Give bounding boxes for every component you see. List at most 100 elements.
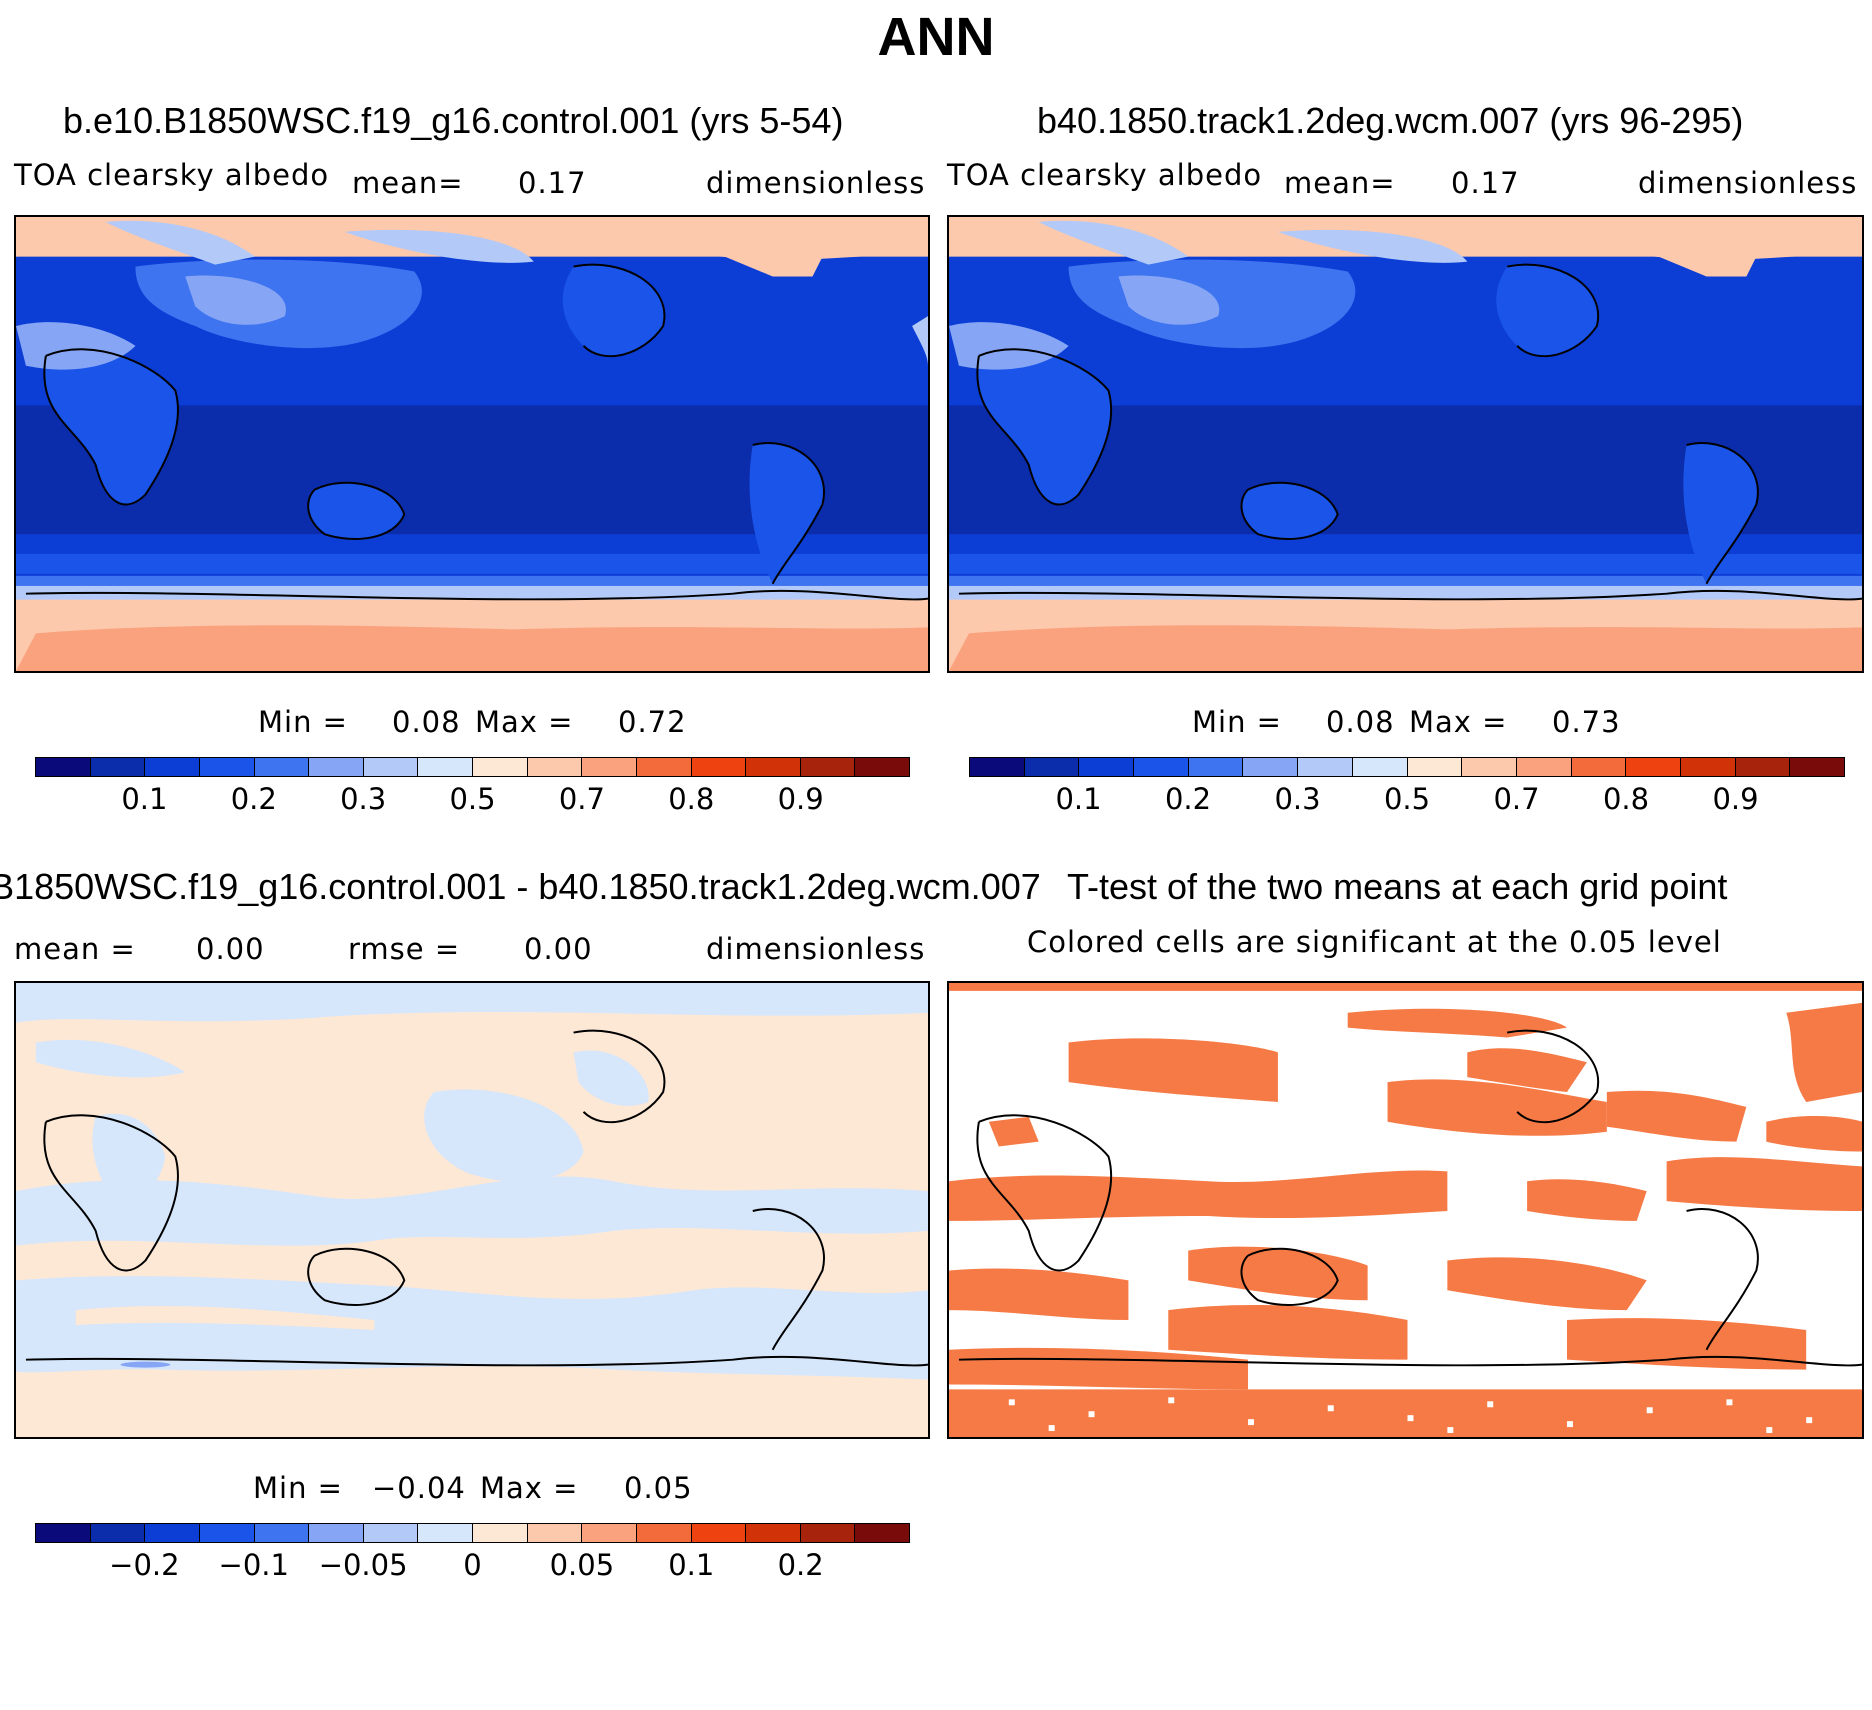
panel-tr-case-title: b40.1850.track1.2deg.wcm.007 (yrs 96-295… [1037, 100, 1744, 141]
colorbar-swatch [36, 758, 91, 776]
colorbar-swatch [691, 758, 747, 776]
colorbar-swatch [1571, 758, 1627, 776]
colorbar-swatch [527, 758, 583, 776]
panel-tl-min-label: Min = [258, 705, 348, 739]
albedo-map-tl [16, 217, 928, 671]
colorbar-tl-labels: 0.1 0.2 0.3 0.5 0.7 0.8 0.9 [35, 782, 910, 818]
colorbar-swatch [970, 758, 1025, 776]
colorbar-swatch [636, 758, 692, 776]
colorbar-swatch [800, 758, 856, 776]
colorbar-tick-label: 0.9 [777, 782, 824, 816]
panel-tl-variable: TOA clearsky albedo [14, 158, 330, 192]
colorbar-tick-label: −0.05 [318, 1548, 408, 1582]
panel-tl-case-title: b.e10.B1850WSC.f19_g16.control.001 (yrs … [63, 100, 844, 141]
panel-bl-map [14, 981, 930, 1439]
colorbar-tick-label: 0.8 [668, 782, 715, 816]
colorbar-bl-labels: −0.2 −0.1 −0.05 0 0.05 0.1 0.2 [35, 1548, 910, 1584]
colorbar-tick-label: 0.8 [1602, 782, 1650, 816]
colorbar-swatch [1735, 758, 1791, 776]
difference-map [16, 983, 928, 1437]
colorbar-swatch [199, 1524, 255, 1542]
colorbar-swatch [691, 1524, 747, 1542]
colorbar-swatch [309, 1524, 364, 1542]
panel-br-subtitle: Colored cells are significant at the 0.0… [1027, 925, 1722, 959]
colorbar-swatch [473, 758, 528, 776]
panel-bl-max-value: 0.05 [624, 1471, 693, 1505]
panel-tl-min-value: 0.08 [392, 705, 461, 739]
panel-tl-units: dimensionless [706, 166, 926, 200]
colorbar-swatch [746, 1524, 801, 1542]
panel-bl-min-label: Min = [253, 1471, 343, 1505]
colorbar-swatch [746, 758, 801, 776]
colorbar-swatch [1024, 758, 1080, 776]
panel-tr-max-label: Max = [1409, 705, 1508, 739]
panel-tr-variable: TOA clearsky albedo [947, 158, 1263, 192]
colorbar-swatch [1462, 758, 1517, 776]
panel-tl-max-value: 0.72 [618, 705, 687, 739]
panel-tl-mean-value: 0.17 [518, 166, 587, 200]
colorbar-swatch [363, 1524, 419, 1542]
colorbar-swatch [1680, 758, 1736, 776]
colorbar-swatch [1516, 758, 1572, 776]
colorbar-swatch [1407, 758, 1463, 776]
colorbar-swatch [1243, 758, 1299, 776]
panel-tr-mean-label: mean= [1284, 166, 1396, 200]
panel-bl-min-value: −0.04 [372, 1471, 466, 1505]
panel-tr-units: dimensionless [1638, 166, 1858, 200]
colorbar-swatch [1188, 758, 1244, 776]
colorbar-tr [969, 757, 1845, 777]
colorbar-tick-label: 0.2 [1164, 782, 1212, 816]
colorbar-swatch [254, 758, 310, 776]
colorbar-swatch [199, 758, 255, 776]
colorbar-tick-label: 0 [463, 1548, 482, 1582]
colorbar-swatch [1626, 758, 1681, 776]
colorbar-swatch [800, 1524, 856, 1542]
colorbar-tick-label: 0.3 [1274, 782, 1321, 816]
panel-bl-mean-value: 0.00 [196, 932, 265, 966]
colorbar-tick-label: −0.1 [218, 1548, 289, 1582]
colorbar-swatch [145, 1524, 200, 1542]
colorbar-tick-label: 0.7 [1493, 782, 1540, 816]
colorbar-swatch [582, 758, 637, 776]
ttest-significance-map [949, 983, 1862, 1437]
colorbar-tick-label: 0.7 [558, 782, 605, 816]
panel-bl-units: dimensionless [706, 932, 926, 966]
colorbar-tl [35, 757, 910, 777]
panel-bl-mean-label: mean = [14, 932, 136, 966]
colorbar-swatch [855, 758, 909, 776]
panel-tr-min-value: 0.08 [1326, 705, 1395, 739]
panel-tl-mean-label: mean= [352, 166, 464, 200]
colorbar-tick-label: 0.1 [1055, 782, 1102, 816]
figure-title: ANN [877, 7, 995, 67]
colorbar-tick-label: −0.2 [109, 1548, 180, 1582]
colorbar-swatch [1298, 758, 1353, 776]
colorbar-tick-label: 0.05 [549, 1548, 615, 1582]
colorbar-swatch [36, 1524, 91, 1542]
panel-tr-min-label: Min = [1192, 705, 1282, 739]
colorbar-tick-label: 0.1 [668, 1548, 715, 1582]
colorbar-swatch [1790, 758, 1844, 776]
panel-bl-rmse-value: 0.00 [524, 932, 593, 966]
colorbar-swatch [855, 1524, 909, 1542]
panel-tl-map [14, 215, 930, 673]
colorbar-swatch [418, 758, 473, 776]
colorbar-tr-labels: 0.1 0.2 0.3 0.5 0.7 0.8 0.9 [969, 782, 1845, 818]
colorbar-tick-label: 0.3 [340, 782, 387, 816]
colorbar-swatch [90, 758, 146, 776]
panel-tr-map [947, 215, 1864, 673]
colorbar-swatch [254, 1524, 310, 1542]
colorbar-swatch [90, 1524, 146, 1542]
panel-tr-max-value: 0.73 [1552, 705, 1621, 739]
panel-br-map [947, 981, 1864, 1439]
colorbar-tick-label: 0.5 [449, 782, 496, 816]
colorbar-swatch [473, 1524, 528, 1542]
colorbar-swatch [145, 758, 200, 776]
colorbar-tick-label: 0.2 [777, 1548, 824, 1582]
panel-bl-rmse-label: rmse = [348, 932, 461, 966]
panel-bl-case-title: b.e10.B1850WSC.f19_g16.control.001 - b40… [0, 866, 1041, 907]
colorbar-swatch [636, 1524, 692, 1542]
colorbar-swatch [1352, 758, 1408, 776]
colorbar-tick-label: 0.2 [230, 782, 277, 816]
colorbar-tick-label: 0.5 [1383, 782, 1431, 816]
albedo-map-tr [949, 217, 1862, 671]
